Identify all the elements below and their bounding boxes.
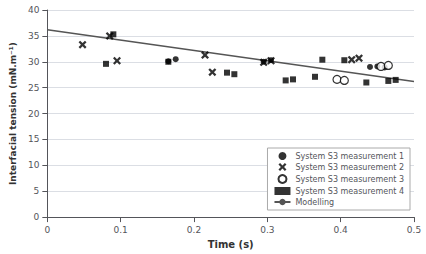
svg-text:20: 20 (28, 109, 40, 119)
svg-text:System S3 measurement 1: System S3 measurement 1 (295, 152, 404, 161)
svg-text:0.4: 0.4 (334, 225, 349, 235)
svg-text:System S3 measurement 4: System S3 measurement 4 (295, 187, 404, 196)
svg-text:40: 40 (28, 5, 40, 15)
svg-text:25: 25 (28, 83, 39, 93)
svg-text:Time (s): Time (s) (208, 239, 254, 250)
svg-text:Modelling: Modelling (295, 198, 334, 207)
svg-text:0: 0 (34, 212, 40, 222)
svg-text:35: 35 (28, 31, 39, 41)
svg-text:0.5: 0.5 (407, 225, 421, 235)
svg-text:5: 5 (34, 186, 40, 196)
svg-text:30: 30 (28, 57, 40, 67)
svg-text:15: 15 (28, 134, 39, 144)
svg-text:System S3 measurement 2: System S3 measurement 2 (295, 163, 404, 172)
svg-text:0.3: 0.3 (260, 225, 274, 235)
svg-text:0.1: 0.1 (114, 225, 128, 235)
svg-text:10: 10 (28, 160, 40, 170)
svg-text:Interfacial tension (mN.m⁻¹): Interfacial tension (mN.m⁻¹) (8, 42, 18, 185)
svg-text:System S3 measurement 3: System S3 measurement 3 (295, 175, 404, 184)
svg-text:0: 0 (44, 225, 50, 235)
svg-text:0.2: 0.2 (187, 225, 201, 235)
